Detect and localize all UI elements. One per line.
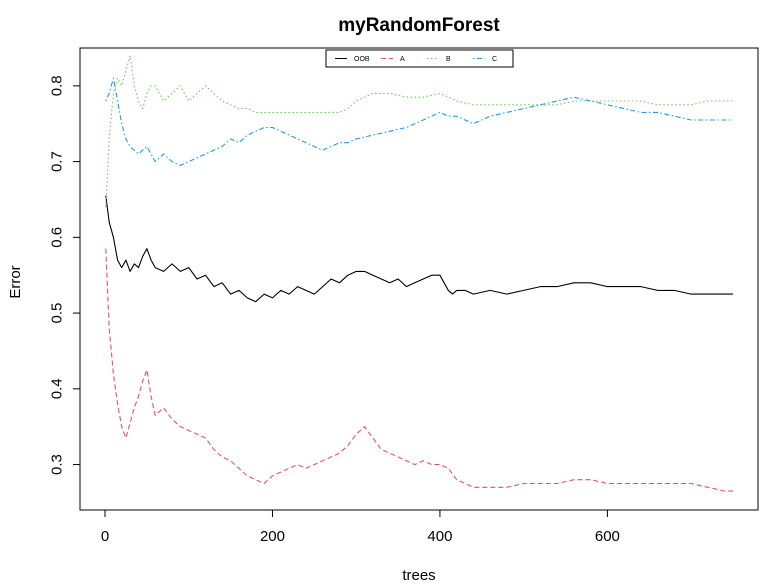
plot-frame: [79, 47, 759, 511]
y-tick-label: 0.6: [49, 227, 66, 248]
legend: OOB A B C: [325, 49, 514, 68]
y-tick-label: 0.7: [49, 151, 66, 172]
y-tick-label: 0.5: [49, 303, 66, 324]
legend-box: [325, 49, 514, 68]
y-axis: 0.3 0.4 0.5 0.6 0.7 0.8: [49, 75, 81, 475]
legend-label: OOB: [354, 56, 370, 63]
series-layer: [105, 55, 733, 492]
x-axis: 0 200 400 600: [101, 509, 620, 545]
y-axis-label: Error: [7, 265, 24, 298]
series-line-b: [105, 55, 733, 208]
x-tick-label: 200: [260, 528, 285, 545]
x-tick-label: 0: [101, 528, 109, 545]
x-tick-label: 400: [427, 528, 452, 545]
legend-label: A: [400, 56, 405, 63]
series-line-a: [105, 248, 733, 492]
y-tick-label: 0.8: [49, 75, 66, 96]
y-tick-label: 0.4: [49, 378, 66, 399]
series-line-oob: [105, 195, 733, 303]
chart-title: myRandomForest: [338, 15, 500, 36]
x-tick-label: 600: [595, 528, 620, 545]
legend-label: C: [492, 56, 497, 63]
x-axis-label: trees: [402, 567, 435, 584]
legend-label: B: [446, 56, 451, 63]
y-tick-label: 0.3: [49, 454, 66, 475]
